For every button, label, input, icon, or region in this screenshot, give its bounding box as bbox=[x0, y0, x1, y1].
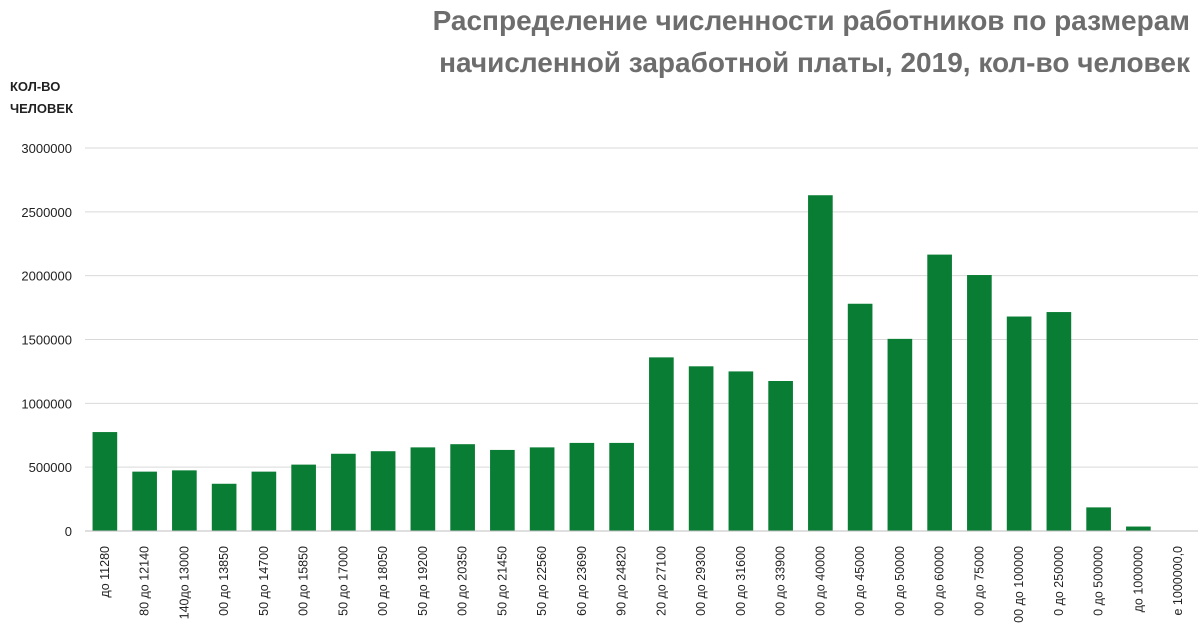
x-tick-label: 50 до 14700 bbox=[257, 546, 271, 616]
bar bbox=[688, 366, 714, 531]
chart-title: Распределение численности работников по … bbox=[310, 0, 1190, 84]
bar bbox=[967, 275, 992, 531]
x-tick-label: 00 до 60000 bbox=[933, 546, 947, 616]
x-tick-label: до 1000000 bbox=[1131, 546, 1145, 612]
x-tick-label: 0 до 250000 bbox=[1052, 546, 1066, 616]
x-tick-label: 00 до 50000 bbox=[893, 546, 907, 616]
x-tick-label: 140до 13000 bbox=[177, 546, 191, 619]
bar bbox=[887, 338, 913, 531]
bar bbox=[331, 453, 356, 531]
bar bbox=[211, 483, 237, 531]
y-tick-label: 0 bbox=[65, 524, 72, 539]
chart-title-line-1: Распределение численности работников по … bbox=[432, 5, 1190, 36]
bar bbox=[768, 380, 793, 531]
x-tick-label: 00 до 40000 bbox=[813, 546, 827, 616]
bar bbox=[132, 471, 157, 531]
bar bbox=[370, 451, 396, 531]
y-tick-label: 3000000 bbox=[21, 141, 72, 156]
x-tick-label: 00 до 31600 bbox=[734, 546, 748, 616]
y-axis-label-line-1: КОЛ-ВО bbox=[10, 79, 61, 94]
y-tick-label: 1000000 bbox=[21, 396, 72, 411]
bar bbox=[529, 447, 555, 531]
x-tick-label: 90 до 24820 bbox=[615, 546, 629, 616]
bar bbox=[92, 432, 118, 531]
bar bbox=[251, 471, 277, 531]
bar bbox=[808, 195, 833, 531]
y-tick-label: 2500000 bbox=[21, 205, 72, 220]
bar bbox=[490, 449, 515, 531]
y-axis-label-line-2: ЧЕЛОВЕК bbox=[10, 101, 74, 116]
x-tick-label: 50 до 21450 bbox=[495, 546, 509, 616]
y-tick-label: 2000000 bbox=[21, 269, 72, 284]
bar bbox=[728, 371, 754, 531]
x-tick-label: 60 до 23690 bbox=[575, 546, 589, 616]
bar bbox=[609, 442, 634, 531]
x-tick-label: до 11280 bbox=[98, 546, 112, 598]
x-tick-label: 00 до 75000 bbox=[972, 546, 986, 616]
bar bbox=[1086, 507, 1111, 531]
x-tick-label: 00 до 45000 bbox=[853, 546, 867, 616]
bar bbox=[1046, 312, 1072, 531]
bar bbox=[450, 444, 475, 531]
x-tick-label: 50 до 17000 bbox=[336, 546, 350, 616]
x-tick-label: 00 до 13850 bbox=[217, 546, 231, 616]
x-tick-label: е 1000000,0 bbox=[1171, 546, 1185, 616]
y-tick-label: 1500000 bbox=[21, 333, 72, 348]
y-axis-label: КОЛ-ВО ЧЕЛОВЕК bbox=[10, 76, 100, 120]
bar bbox=[927, 254, 952, 531]
y-tick-label: 500000 bbox=[29, 460, 72, 475]
x-tick-label: 00 до 15850 bbox=[297, 546, 311, 616]
x-tick-label: 00 до 100000 bbox=[1012, 546, 1026, 623]
x-tick-label: 50 до 22560 bbox=[535, 546, 549, 616]
chart-title-line-2: начисленной заработной платы, 2019, кол-… bbox=[439, 47, 1190, 78]
x-tick-label: 00 до 33900 bbox=[774, 546, 788, 616]
x-tick-label: 00 до 18050 bbox=[376, 546, 390, 616]
bar bbox=[1126, 526, 1151, 531]
bar bbox=[649, 357, 674, 531]
bar bbox=[172, 470, 197, 531]
x-tick-label: 00 до 20350 bbox=[456, 546, 470, 616]
x-tick-label: 50 до 19200 bbox=[416, 546, 430, 616]
bar bbox=[291, 464, 316, 531]
bar bbox=[847, 303, 873, 531]
bar bbox=[410, 447, 436, 531]
bar bbox=[1006, 316, 1032, 531]
x-tick-label: 80 до 12140 bbox=[138, 546, 152, 616]
x-tick-label: 20 до 27100 bbox=[654, 546, 668, 616]
x-tick-label: 00 до 29300 bbox=[694, 546, 708, 616]
x-tick-label: 0 до 500000 bbox=[1092, 546, 1106, 616]
bar bbox=[569, 442, 595, 531]
